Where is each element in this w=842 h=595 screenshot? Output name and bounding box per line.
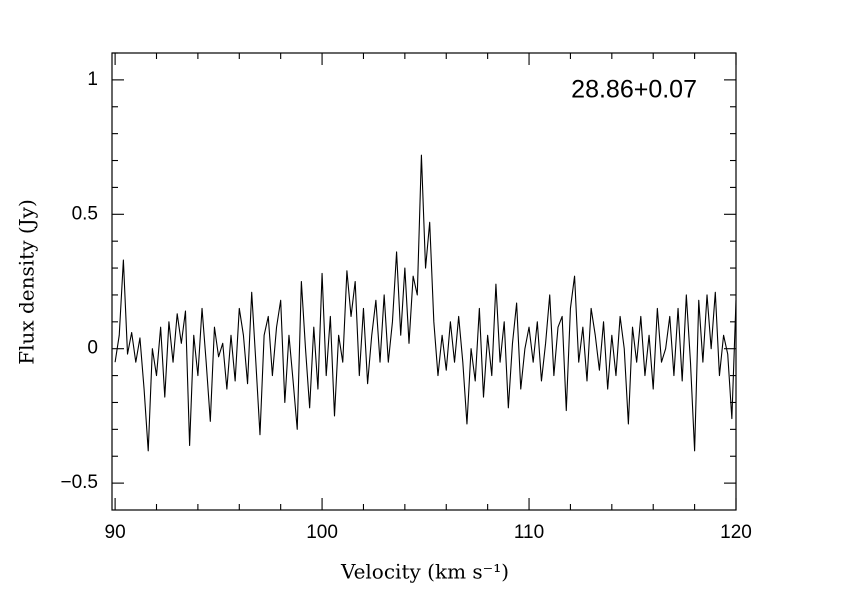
plot-frame	[111, 52, 737, 511]
x-axis-title: Velocity (km s⁻¹)	[340, 560, 509, 584]
y-tick-label: 0.5	[72, 203, 98, 224]
x-tick-label: 100	[306, 522, 338, 543]
y-tick-label: 1	[87, 69, 98, 90]
x-tick-label: 120	[720, 522, 752, 543]
spectrum-line	[114, 154, 737, 452]
y-tick-label: −0.5	[60, 472, 98, 493]
x-tick-label: 90	[105, 522, 126, 543]
y-axis-title: Flux density (Jy)	[15, 199, 39, 365]
y-tick-label: 0	[87, 338, 98, 359]
x-tick-label: 110	[514, 522, 544, 543]
annotation: 28.86+0.07	[571, 76, 697, 104]
